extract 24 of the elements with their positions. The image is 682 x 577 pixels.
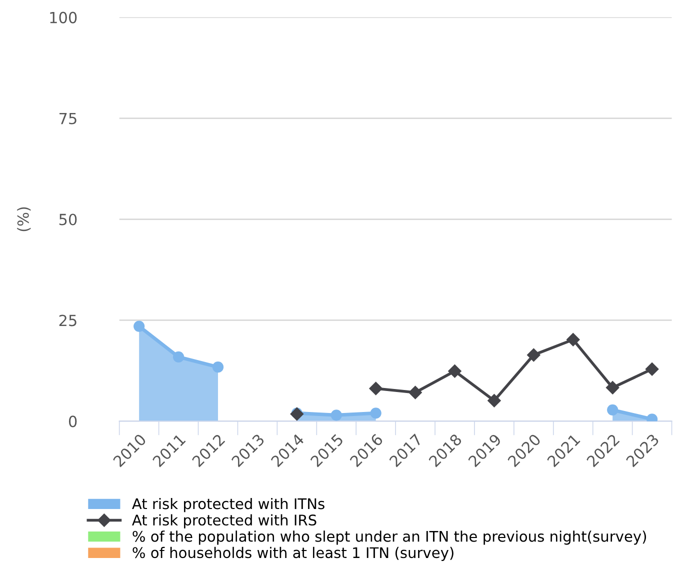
point [172, 351, 184, 363]
y-tick-label: 25 [59, 314, 76, 326]
point [448, 364, 462, 378]
point [606, 381, 620, 394]
y-axis-title: (%) [17, 207, 31, 232]
point [369, 382, 382, 396]
point [645, 362, 659, 376]
legend-label: At risk protected with IRS [132, 514, 316, 528]
y-tick-label: 50 [59, 214, 77, 226]
legend-label: At risk protected with ITNs [132, 498, 324, 512]
point [408, 386, 422, 400]
point [370, 408, 382, 419]
point [330, 410, 342, 421]
y-tick-label: 100 [50, 12, 77, 24]
point [566, 333, 580, 346]
point [527, 348, 540, 362]
legend-label: % of households with at least 1 ITN (survey) [132, 546, 454, 561]
y-tick-label: 75 [59, 112, 76, 124]
point [488, 394, 501, 408]
point [134, 320, 145, 332]
point [212, 362, 224, 373]
y-tick-label: 0 [68, 416, 77, 428]
point [607, 404, 618, 416]
legend-label: % of the population who slept under an ITN the previous night(survey) [132, 530, 646, 545]
